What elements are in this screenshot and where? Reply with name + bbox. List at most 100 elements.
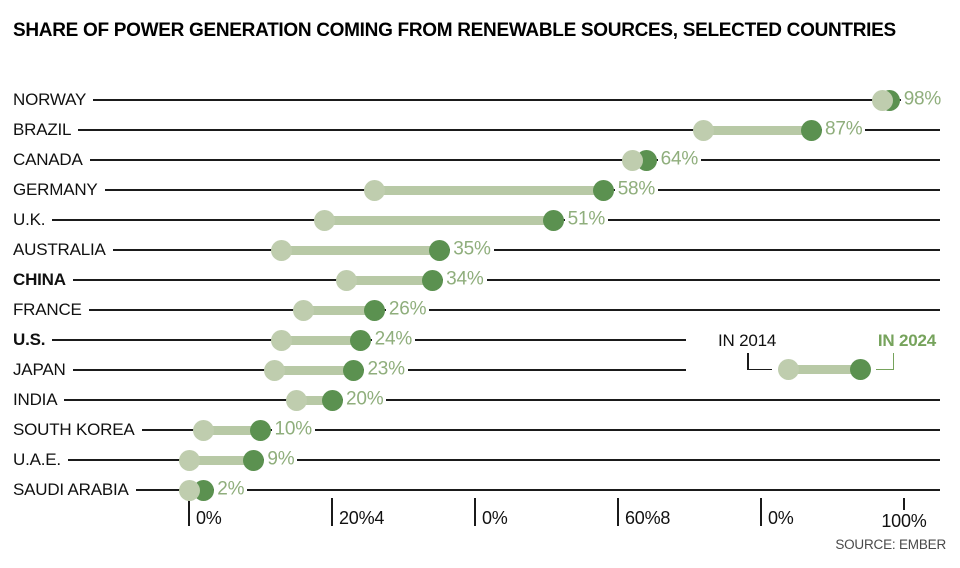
- dot-2024: [342, 359, 364, 381]
- dot-2024: [364, 299, 386, 321]
- chart-row-australia: AUSTRALIA 35%: [0, 235, 960, 265]
- chart-row-u-k-: U.K. 51%: [0, 205, 960, 235]
- legend-bracket-2024-vertical: [892, 353, 895, 370]
- legend-bracket-2014-vertical: [747, 353, 749, 370]
- country-label: CHINA: [13, 270, 66, 289]
- dot-2014: [271, 239, 293, 261]
- dot-2014: [285, 389, 307, 411]
- country-label: SOUTH KOREA: [13, 420, 135, 439]
- legend: IN 2014 IN 2024: [0, 325, 960, 390]
- value-label-2024: 23%: [364, 358, 408, 381]
- dumbbell-band: [703, 125, 812, 135]
- dot-2014: [271, 329, 293, 351]
- dumbbell-band: [281, 245, 440, 255]
- dumbbell-band: [346, 275, 433, 285]
- row-guide-line: [78, 129, 940, 131]
- dot-2014: [178, 449, 200, 471]
- country-label: SAUDI ARABIA: [13, 480, 129, 499]
- country-label: U.K.: [13, 210, 46, 229]
- chart-row-u-a-e-: U.A.E. 9%: [0, 445, 960, 475]
- axis-tick-label: 20%4: [339, 508, 385, 528]
- value-label-2024: 2%: [214, 478, 248, 501]
- value-label-2024: 51%: [564, 208, 609, 231]
- dot-2024: [321, 389, 343, 411]
- axis-tick-label: 60%8: [625, 508, 671, 528]
- dot-2014: [621, 149, 643, 171]
- axis-tick: [188, 498, 190, 526]
- dot-2014: [364, 179, 386, 201]
- dumbbell-band: [374, 185, 604, 195]
- value-label-2024: 87%: [822, 118, 866, 141]
- axis-tick-label: 100%: [881, 511, 927, 531]
- dumbbell-band: [189, 455, 254, 465]
- row-guide-line: [67, 459, 940, 461]
- country-label: JAPAN: [13, 360, 66, 379]
- value-label-2024: 24%: [371, 328, 416, 351]
- source-credit: SOURCE: EMBER: [835, 537, 946, 552]
- legend-sample-dot-2024: [850, 358, 871, 380]
- dot-2024: [242, 449, 264, 471]
- row-guide-line: [112, 249, 940, 251]
- chart-row-germany: GERMANY 58%: [0, 175, 960, 205]
- dumbbell-band: [274, 365, 354, 375]
- axis-tick: [617, 498, 619, 526]
- chart-row-china: CHINA 34%: [0, 265, 960, 295]
- legend-bracket-2024-horizontal: [876, 368, 894, 371]
- dot-2024: [428, 239, 450, 261]
- value-label-2024: 20%: [343, 388, 387, 411]
- chart-row-brazil: BRAZIL 87%: [0, 115, 960, 145]
- dot-2014: [693, 119, 715, 141]
- chart-row-norway: NORWAY 98%: [0, 85, 960, 115]
- dot-2014: [264, 359, 286, 381]
- dot-2024: [593, 179, 615, 201]
- value-label-2024: 98%: [900, 88, 945, 111]
- country-label: NORWAY: [13, 90, 87, 109]
- row-guide-line: [64, 399, 940, 401]
- chart-row-saudi-arabia: SAUDI ARABIA 2%: [0, 475, 960, 505]
- axis-tick-label: 0%: [196, 508, 222, 528]
- dot-2014: [335, 269, 357, 291]
- row-guide-line: [93, 99, 940, 101]
- chart-row-france: FRANCE 26%: [0, 295, 960, 325]
- dumbbell-band: [281, 335, 361, 345]
- dot-2014: [292, 299, 314, 321]
- dumbbell-band: [324, 215, 554, 225]
- legend-label-2024: IN 2024: [877, 331, 936, 350]
- legend-sample-band: [789, 364, 861, 374]
- country-label: AUSTRALIA: [13, 240, 106, 259]
- dumbbell-band: [303, 305, 375, 315]
- chart-row-india: INDIA 20%: [0, 385, 960, 415]
- dot-2024: [350, 329, 372, 351]
- country-label: U.A.E.: [13, 450, 61, 469]
- chart-row-south-korea: SOUTH KOREA 10%: [0, 415, 960, 445]
- country-label: INDIA: [13, 390, 58, 409]
- dumbbell-band: [296, 395, 332, 405]
- country-label: GERMANY: [13, 180, 98, 199]
- legend-bracket-2014-horizontal: [747, 368, 772, 371]
- value-label-2024: 26%: [385, 298, 430, 321]
- axis-tick: [331, 498, 333, 526]
- chart-title: SHARE OF POWER GENERATION COMING FROM RE…: [13, 20, 896, 41]
- chart-row-canada: CANADA 64%: [0, 145, 960, 175]
- axis-tick: [474, 498, 476, 526]
- dot-2014: [314, 209, 336, 231]
- chart-row-u-s-: U.S. 24%: [0, 325, 960, 355]
- legend-sample-dot-2014: [778, 358, 799, 380]
- row-guide-line: [89, 159, 940, 161]
- axis-tick-label: 0%: [768, 508, 794, 528]
- row-guide-line: [72, 279, 940, 281]
- value-label-2024: 35%: [450, 238, 494, 261]
- value-label-2024: 64%: [657, 148, 702, 171]
- row-guide-line: [88, 309, 940, 311]
- country-label: BRAZIL: [13, 120, 72, 139]
- axis-tick: [903, 498, 905, 510]
- value-label-2024: 9%: [264, 448, 298, 471]
- row-guide-line: [141, 429, 940, 431]
- value-label-2024: 10%: [271, 418, 315, 441]
- dot-2014: [872, 89, 894, 111]
- dot-2024: [800, 119, 822, 141]
- row-guide-line: [135, 489, 940, 491]
- dot-2024: [543, 209, 565, 231]
- dot-2014: [192, 419, 214, 441]
